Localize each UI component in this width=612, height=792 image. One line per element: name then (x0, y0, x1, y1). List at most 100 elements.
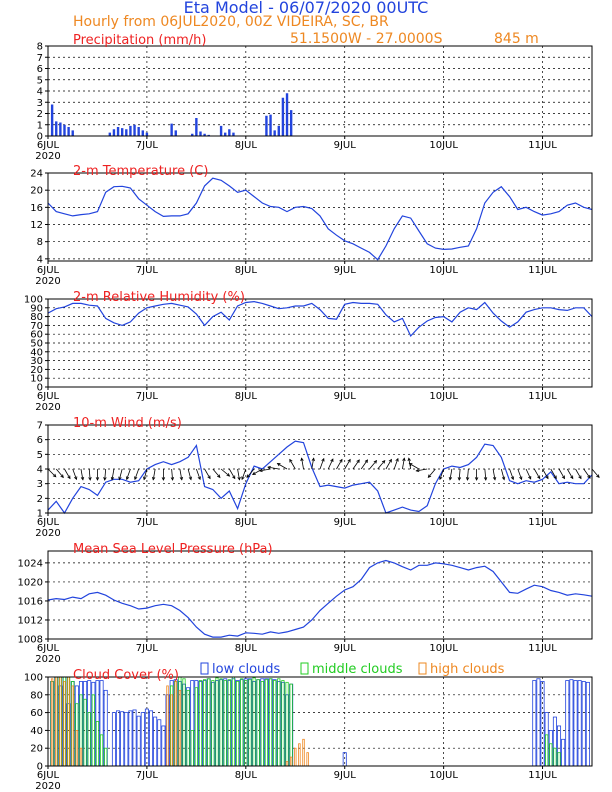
wind-arrow-head (241, 476, 245, 481)
wind-arrow-head (402, 457, 406, 462)
wind-arrow (525, 468, 532, 480)
x-tick-year: 2020 (35, 781, 60, 792)
legend-swatch (200, 662, 209, 675)
wind-arrow-head (170, 477, 175, 481)
legend-label: high clouds (430, 662, 505, 677)
wind-arrow (409, 463, 420, 470)
y-tick-label: 1012 (18, 615, 43, 626)
x-tick-label: 10JUL (429, 770, 458, 781)
wind-arrow-head (587, 474, 591, 479)
wind-arrow-head (207, 475, 211, 480)
wind-arrow-head (74, 476, 78, 481)
wind-arrow-head (510, 476, 515, 481)
wind-arrow-head (388, 458, 392, 463)
wind-arrow-head (347, 458, 351, 463)
cloud-bar (174, 681, 177, 767)
wind-arrow (267, 466, 279, 470)
wind-arrow (439, 468, 445, 480)
wind-arrow-head (152, 476, 156, 481)
precip-bar (224, 132, 227, 136)
wind-arrow-head (267, 465, 271, 470)
wind-arrow (385, 459, 392, 470)
wind-arrow (591, 468, 600, 478)
wind-arrow (277, 463, 288, 470)
panel-title: Precipitation (mm/h) (73, 33, 206, 48)
cloud-bar (104, 747, 108, 767)
y-tick-label: 7 (37, 421, 43, 432)
wind-arrow-head (448, 476, 453, 481)
wind-arrow-head (321, 457, 325, 462)
wind-arrow (458, 468, 461, 480)
y-tick-label: 24 (30, 169, 43, 180)
x-tick-label: 6JUL (37, 643, 60, 654)
cloud-bar (50, 678, 54, 767)
legend-swatch (418, 662, 427, 675)
x-tick-label: 8JUL (235, 643, 258, 654)
cloud-bar (120, 711, 125, 767)
wind-arrow-head (143, 476, 147, 481)
panel-frame (47, 550, 593, 640)
wind-arrow (241, 468, 247, 480)
cloud-bar (569, 679, 574, 767)
wind-arrow (449, 468, 453, 480)
x-tick-label: 8JUL (235, 770, 258, 781)
cloud-bar (549, 743, 553, 767)
wind-arrow-head (483, 477, 488, 481)
cloud-bar (178, 689, 182, 767)
panel-title: 2-m Relative Humidity (%) (73, 290, 245, 305)
wind-arrow-head (289, 458, 293, 463)
precip-bar (71, 130, 74, 136)
x-tick-label: 10JUL (429, 140, 458, 151)
wind-arrow-head (408, 463, 413, 467)
y-tick-label: 60 (30, 708, 43, 719)
cloud-bar (581, 681, 586, 767)
cloud-bar (157, 719, 162, 767)
wind-arrow (259, 468, 271, 472)
wind-arrow-head (465, 477, 470, 481)
precip-bar (112, 129, 116, 136)
wind-arrow (542, 468, 549, 479)
wind-arrow (467, 468, 469, 480)
cloud-bar (136, 715, 141, 767)
precip-bar (116, 127, 120, 136)
cloud-bar (289, 683, 293, 767)
wind-arrow (517, 468, 522, 480)
wind-arrow (55, 468, 64, 478)
panel-title: Mean Sea Level Pressure (hPa) (73, 542, 273, 557)
precip-bar (228, 129, 231, 136)
wind-arrow (550, 468, 557, 479)
precip-bar (269, 114, 272, 136)
x-tick-label: 7JUL (136, 770, 159, 781)
wind-arrow (360, 459, 368, 470)
y-tick-label: 1024 (18, 558, 43, 569)
y-tick-label: 20 (30, 186, 43, 197)
wind-arrow (118, 468, 123, 480)
series-line (47, 177, 593, 261)
cloud-bar (289, 756, 293, 767)
wind-arrow (336, 459, 343, 470)
precip-bar (207, 134, 210, 136)
y-tick-label: 50 (30, 339, 43, 350)
precip-bar (174, 130, 177, 136)
wind-arrow-head (561, 475, 565, 480)
x-tick-label: 10JUL (429, 265, 458, 276)
y-tick-label: 1020 (18, 577, 43, 588)
cloud-bar (252, 677, 256, 767)
panel-2: 4 8 12 16 20 24 6JUL2020 7JUL 8JUL 9JUL 10JUL 11JUL… (30, 164, 593, 287)
cloud-bar (161, 725, 166, 767)
wind-arrow (583, 468, 591, 479)
wind-arrow (179, 468, 183, 480)
location-elevation: 845 m (494, 31, 539, 47)
x-tick-label: 11JUL (528, 140, 557, 151)
wind-arrow (64, 468, 71, 479)
x-tick-label: 9JUL (334, 643, 357, 654)
cloud-bar (302, 738, 305, 767)
cloud-bar (140, 712, 145, 767)
cloud-bar (132, 709, 137, 767)
wind-arrow-head (276, 463, 281, 467)
y-tick-label: 2 (37, 109, 43, 120)
wind-arrow-head (118, 476, 122, 481)
cloud-bar (557, 752, 561, 767)
y-tick-label: 2 (37, 494, 43, 505)
cloud-bar (227, 679, 231, 767)
